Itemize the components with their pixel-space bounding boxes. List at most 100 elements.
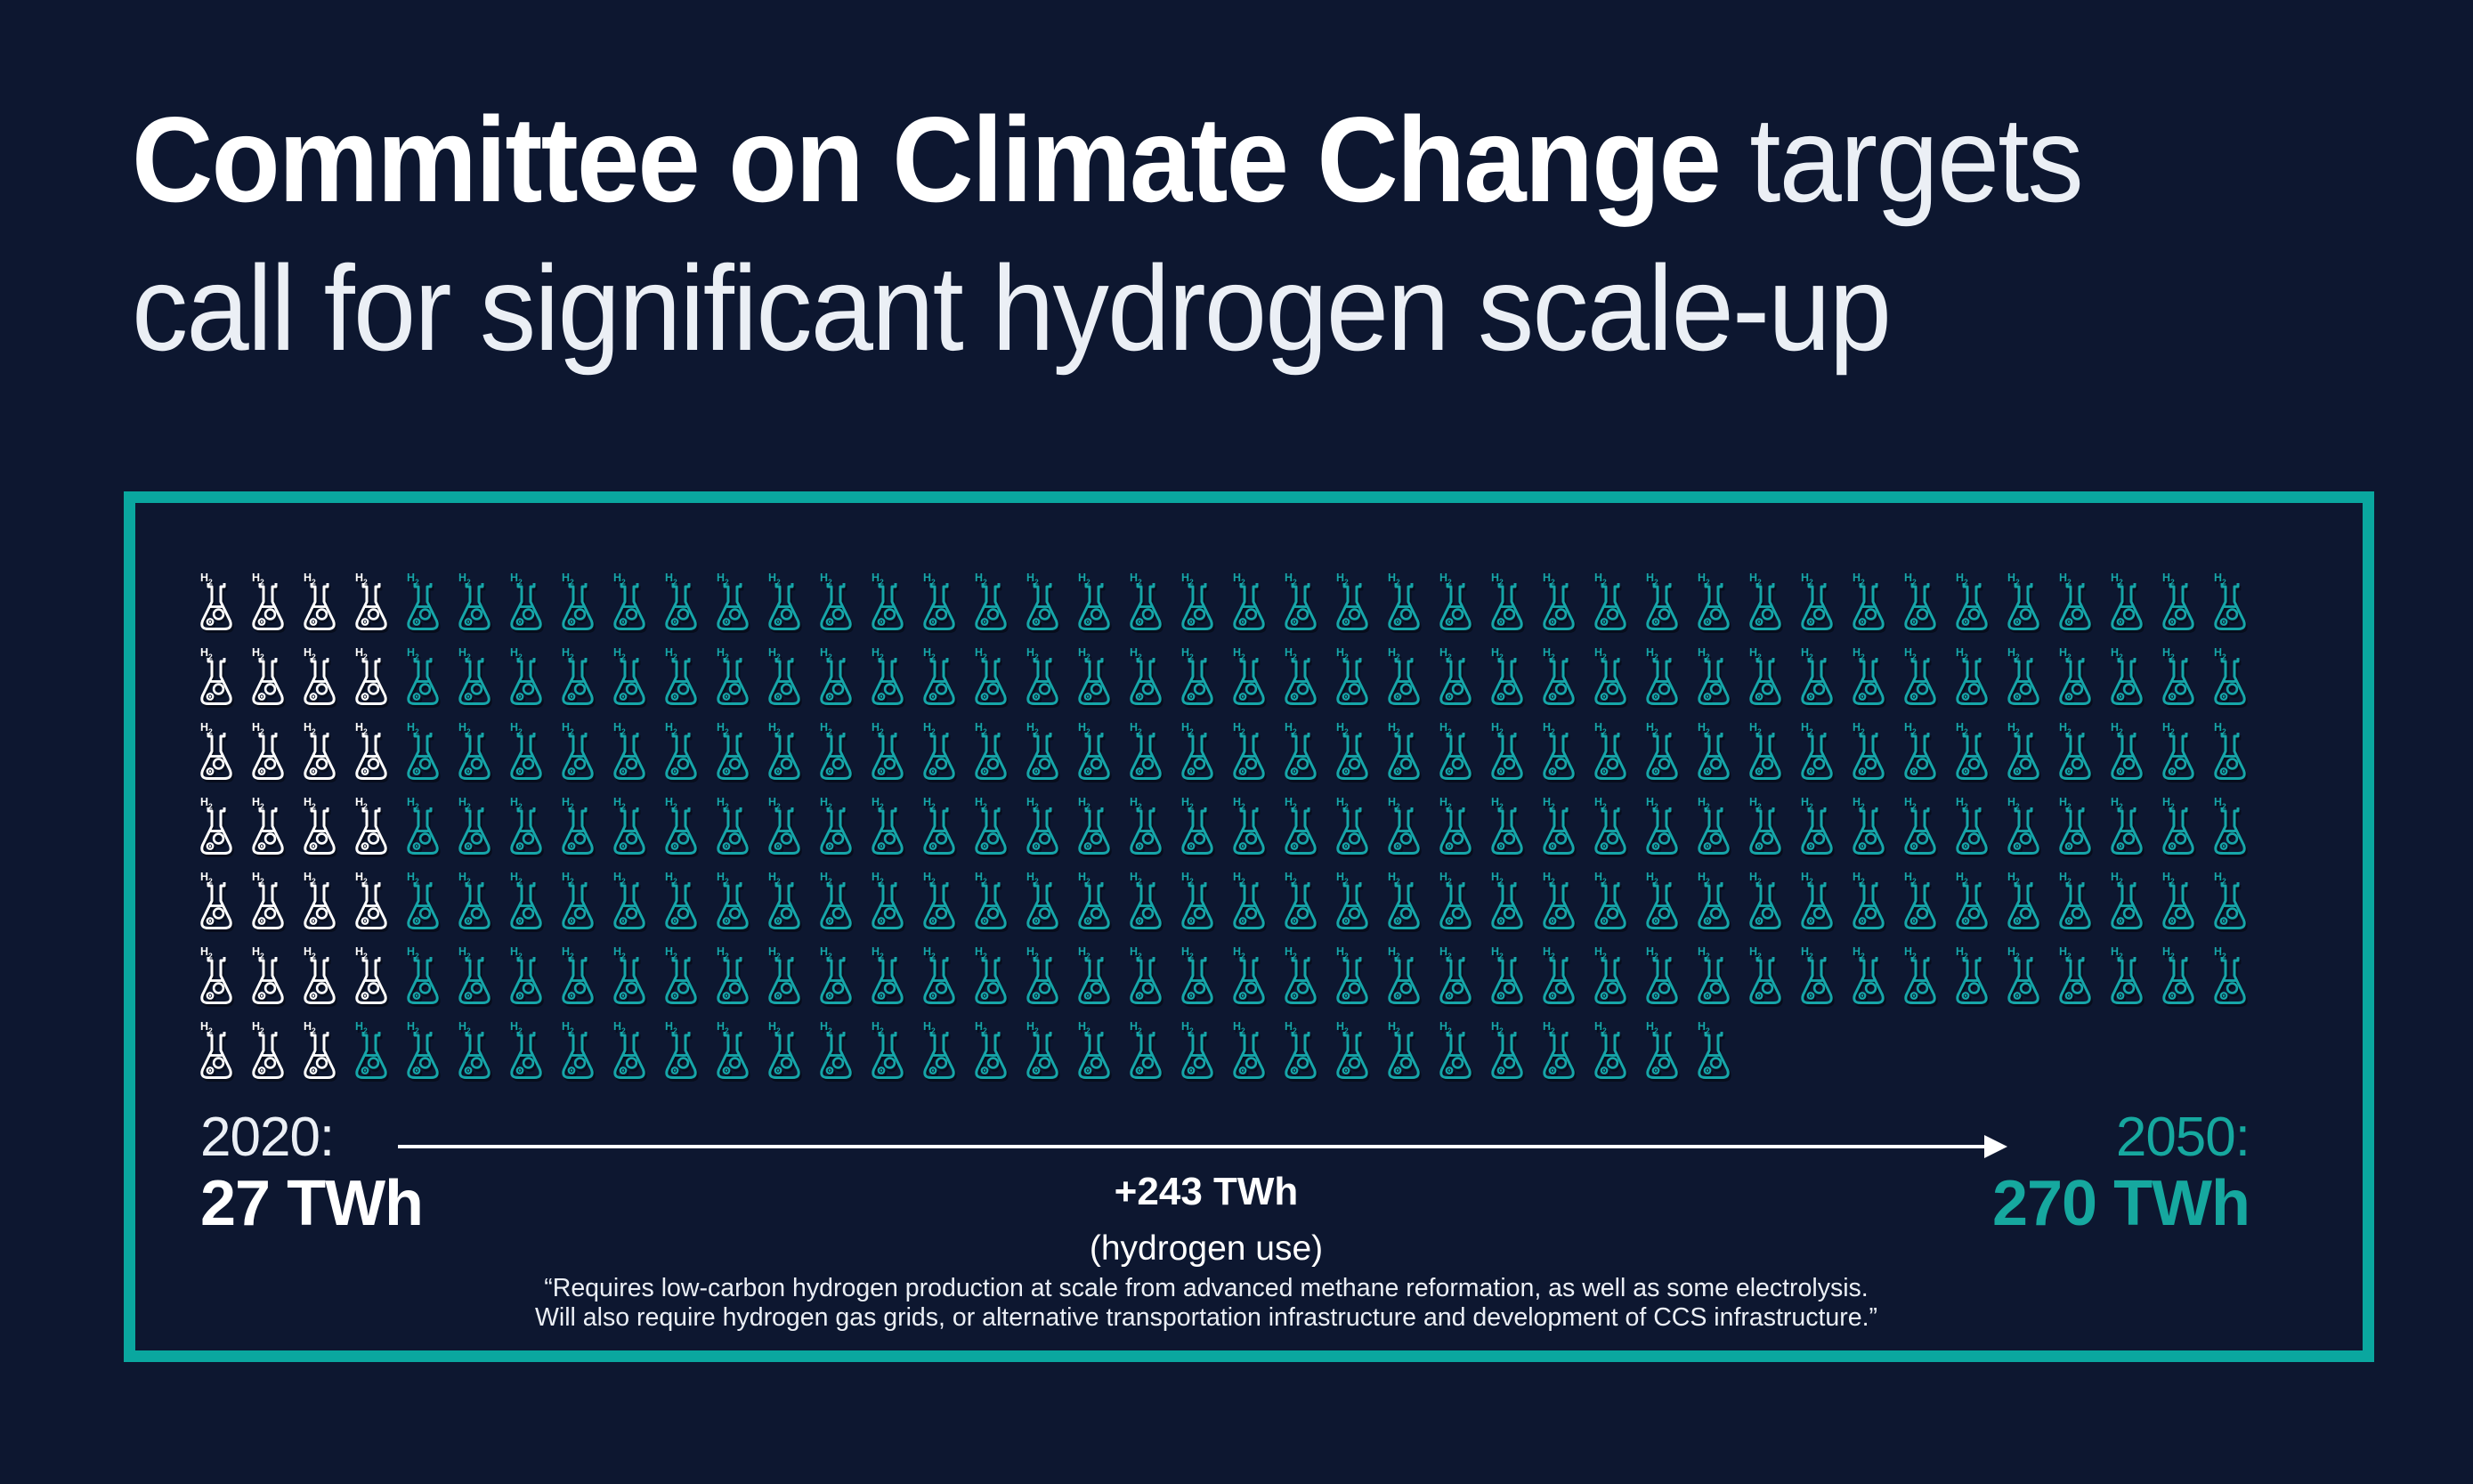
flask-icon-start: H2 <box>304 1020 336 1079</box>
h2-label: H2 <box>613 721 626 736</box>
flask-icon-added: H2 <box>1439 871 1472 929</box>
delta-value-label: +243 TWh <box>1114 1170 1299 1213</box>
delta-sub-label: (hydrogen use) <box>1089 1229 1324 1268</box>
start-year-label: 2020: <box>200 1107 335 1168</box>
flask-icon-added: H2 <box>1078 721 1110 780</box>
h2-label: H2 <box>1078 796 1091 811</box>
flask-icon-added: H2 <box>2162 945 2194 1004</box>
flask-icon-added: H2 <box>1594 796 1626 855</box>
flask-icon-added: H2 <box>458 1020 491 1079</box>
flask-icon-added: H2 <box>1956 646 1988 705</box>
timeline-start-label: 2020: 27 TWh <box>200 1107 424 1238</box>
h2-label: H2 <box>2111 572 2123 587</box>
h2-label: H2 <box>2111 721 2123 736</box>
flask-icon-added: H2 <box>510 871 542 929</box>
flask-icon-added: H2 <box>1904 572 1936 630</box>
flask-row: H2 H2 H2 H2 H2 H2 H2 H2 H2 H2 H2 H2 H2 H2 H2 H2 H2 H2 H2 H2… <box>198 570 2249 636</box>
flask-icon-added: H2 <box>1904 796 1936 855</box>
h2-label: H2 <box>458 646 471 661</box>
h2-label: H2 <box>562 796 574 811</box>
h2-label: H2 <box>1904 945 1917 961</box>
flask-icon-added: H2 <box>717 721 749 780</box>
flask-icon-added: H2 <box>1285 796 1317 855</box>
flask-icon-added: H2 <box>1801 572 1833 630</box>
flask-icon-added: H2 <box>1594 646 1626 705</box>
h2-label: H2 <box>1181 646 1194 661</box>
h2-label: H2 <box>407 945 419 961</box>
flask-icon-start: H2 <box>200 1020 232 1079</box>
flask-icon-added: H2 <box>975 871 1007 929</box>
flask-icon-added: H2 <box>1336 871 1368 929</box>
flask-icon-added: H2 <box>562 796 594 855</box>
flask-icon-start: H2 <box>304 796 336 855</box>
flask-icon-added: H2 <box>717 871 749 929</box>
flask-icon-start: H2 <box>252 796 284 855</box>
h2-label: H2 <box>562 871 574 886</box>
h2-label: H2 <box>975 721 987 736</box>
flask-icon-added: H2 <box>1698 721 1730 780</box>
h2-label: H2 <box>1130 796 1142 811</box>
flask-icon-added: H2 <box>1698 1020 1730 1079</box>
flask-row: H2 H2 H2 H2 H2 H2 H2 H2 H2 H2 H2 H2 H2 H2 H2 H2 H2 H2 H2 H2… <box>198 944 2249 1010</box>
h2-label: H2 <box>2059 871 2072 886</box>
flask-icon-added: H2 <box>1233 796 1265 855</box>
h2-label: H2 <box>1594 1020 1607 1035</box>
flask-icon-added: H2 <box>768 646 800 705</box>
h2-label: H2 <box>1646 871 1658 886</box>
h2-label: H2 <box>2214 871 2226 886</box>
flask-icon-added: H2 <box>665 572 697 630</box>
flask-icon-start: H2 <box>252 1020 284 1079</box>
flask-icon-added: H2 <box>2007 871 2039 929</box>
flask-icon-added: H2 <box>1285 572 1317 630</box>
flask-icon-added: H2 <box>1181 1020 1213 1079</box>
h2-label: H2 <box>1491 1020 1504 1035</box>
h2-label: H2 <box>1233 1020 1245 1035</box>
flask-icon-added: H2 <box>768 721 800 780</box>
h2-label: H2 <box>1698 945 1710 961</box>
flask-icon-added: H2 <box>820 646 852 705</box>
quote-line-1: “Requires low-carbon hydrogen production… <box>544 1274 1869 1302</box>
flask-icon-added: H2 <box>1491 721 1523 780</box>
h2-label: H2 <box>1233 945 1245 961</box>
flask-icon-added: H2 <box>1749 945 1781 1004</box>
flask-icon-added: H2 <box>562 871 594 929</box>
flask-icon-added: H2 <box>1749 796 1781 855</box>
h2-label: H2 <box>1646 572 1658 587</box>
h2-label: H2 <box>717 871 729 886</box>
h2-label: H2 <box>665 796 677 811</box>
h2-label: H2 <box>1853 572 1865 587</box>
h2-label: H2 <box>1130 572 1142 587</box>
h2-label: H2 <box>510 871 523 886</box>
h2-label: H2 <box>200 572 213 587</box>
flask-icon-added: H2 <box>458 572 491 630</box>
flask-icon-added: H2 <box>1698 945 1730 1004</box>
h2-label: H2 <box>1491 646 1504 661</box>
flask-icon-added: H2 <box>1439 572 1472 630</box>
h2-label: H2 <box>613 945 626 961</box>
flask-icon-added: H2 <box>1491 871 1523 929</box>
flask-icon-added: H2 <box>1956 871 1988 929</box>
flask-icon-start: H2 <box>200 646 232 705</box>
h2-label: H2 <box>872 945 884 961</box>
h2-label: H2 <box>923 646 936 661</box>
h2-label: H2 <box>1749 646 1762 661</box>
flask-icon-added: H2 <box>1956 572 1988 630</box>
flask-icon-added: H2 <box>872 572 904 630</box>
h2-label: H2 <box>1439 572 1452 587</box>
h2-label: H2 <box>407 871 419 886</box>
h2-label: H2 <box>1130 871 1142 886</box>
flask-icon-added: H2 <box>872 945 904 1004</box>
flask-icon-added: H2 <box>1130 945 1162 1004</box>
flask-icon-added: H2 <box>1439 721 1472 780</box>
h2-label: H2 <box>1956 871 1968 886</box>
flask-icon-added: H2 <box>1388 945 1420 1004</box>
h2-label: H2 <box>304 796 316 811</box>
h2-label: H2 <box>1491 721 1504 736</box>
flask-icon-added: H2 <box>1491 572 1523 630</box>
h2-label: H2 <box>1904 646 1917 661</box>
h2-label: H2 <box>1233 572 1245 587</box>
h2-label: H2 <box>200 945 213 961</box>
flask-icon-added: H2 <box>2162 871 2194 929</box>
flask-icon-added: H2 <box>2007 796 2039 855</box>
h2-label: H2 <box>355 721 368 736</box>
